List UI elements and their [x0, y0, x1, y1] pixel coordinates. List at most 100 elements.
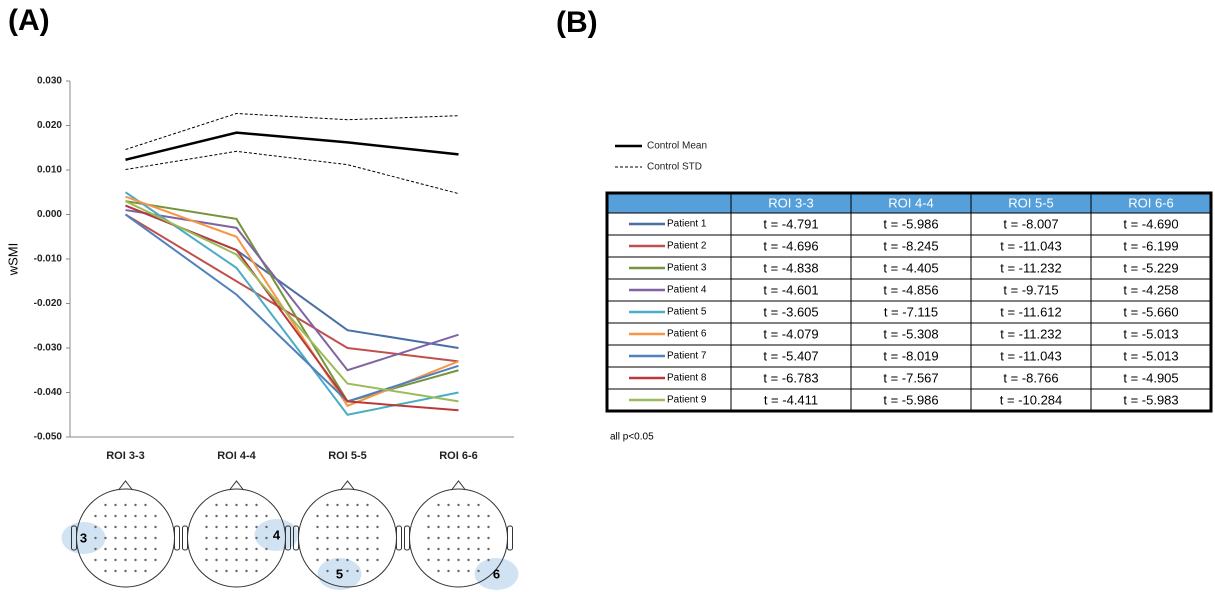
electrode: [366, 536, 369, 540]
electrode: [316, 514, 319, 518]
electrode: [255, 525, 258, 529]
table-cell: t = -4.905: [1123, 370, 1178, 385]
series-line: [125, 195, 459, 408]
electrode: [205, 558, 208, 562]
electrode: [265, 525, 268, 529]
electrode: [346, 514, 349, 518]
electrode: [94, 547, 97, 551]
y-tick-label: -0.050: [34, 432, 63, 443]
electrode: [346, 569, 349, 573]
electrode: [457, 503, 460, 507]
electrode: [427, 514, 430, 518]
electrode: [477, 514, 480, 518]
electrode: [356, 558, 359, 562]
electrode: [235, 558, 238, 562]
table-border: [605, 191, 1213, 413]
head-ear: [404, 525, 410, 551]
electrode: [467, 558, 470, 562]
roi-highlight: [474, 558, 519, 590]
roi-highlight: [317, 558, 362, 590]
series-line: [125, 150, 459, 195]
electrode: [154, 525, 157, 529]
electrode: [487, 547, 490, 551]
electrode: [336, 558, 339, 562]
electrode: [245, 536, 248, 540]
table-cell: t = -5.229: [1123, 260, 1178, 275]
electrode: [154, 558, 157, 562]
table-header: ROI 4-4: [888, 195, 934, 210]
electrode: [124, 569, 127, 573]
electrode: [447, 536, 450, 540]
electrode: [336, 503, 339, 507]
table-cell: t = -4.791: [763, 216, 818, 231]
electrode: [245, 525, 248, 529]
electrode: [346, 536, 349, 540]
legend-label: Control STD: [647, 162, 702, 173]
y-axis-label: wSMI: [5, 243, 20, 277]
electrode: [437, 503, 440, 507]
electrode: [437, 514, 440, 518]
electrode: [245, 558, 248, 562]
electrode: [114, 569, 117, 573]
electrode: [235, 503, 238, 507]
electrode: [104, 547, 107, 551]
electrode: [205, 547, 208, 551]
electrode: [144, 503, 147, 507]
electrode: [346, 547, 349, 551]
electrode: [437, 558, 440, 562]
table-cell: t = -8.019: [883, 348, 938, 363]
series-line: [125, 112, 459, 151]
electrode: [427, 547, 430, 551]
electrode: [114, 514, 117, 518]
electrode: [326, 558, 329, 562]
electrode: [124, 514, 127, 518]
electrode: [144, 569, 147, 573]
electrode: [447, 514, 450, 518]
electrode: [104, 558, 107, 562]
table-cell: t = -11.232: [1000, 326, 1062, 341]
y-tick-label: 0.010: [37, 165, 62, 176]
electrode: [366, 514, 369, 518]
table-cell: t = -5.986: [883, 216, 938, 231]
electrode: [215, 525, 218, 529]
head-ear: [396, 525, 402, 551]
electrode: [94, 536, 97, 540]
electrode: [134, 547, 137, 551]
electrode: [467, 569, 470, 573]
electrode: [316, 558, 319, 562]
table-cell: t = -9.715: [1003, 282, 1058, 297]
x-tick-label: ROI 6-6: [439, 450, 478, 462]
table-cell: t = -4.405: [883, 260, 938, 275]
electrode: [215, 569, 218, 573]
electrode: [144, 558, 147, 562]
electrode: [114, 547, 117, 551]
electrode: [245, 569, 248, 573]
head-nose: [451, 480, 466, 491]
table-cell: t = -5.986: [883, 392, 938, 407]
electrode: [326, 569, 329, 573]
y-tick-label: 0.000: [37, 209, 62, 220]
table-cell: t = -4.696: [763, 238, 818, 253]
electrode: [467, 514, 470, 518]
electrode: [376, 547, 379, 551]
table-cell: t = -4.856: [883, 282, 938, 297]
electrode: [437, 569, 440, 573]
electrode: [94, 514, 97, 518]
electrode: [225, 525, 228, 529]
electrode: [94, 525, 97, 529]
electrode: [457, 558, 460, 562]
electrode: [457, 547, 460, 551]
x-tick-label: ROI 3-3: [106, 450, 145, 462]
series-line: [125, 200, 459, 403]
electrode: [225, 514, 228, 518]
electrode: [457, 536, 460, 540]
y-tick-label: -0.040: [34, 387, 63, 398]
electrode: [336, 547, 339, 551]
electrode: [487, 514, 490, 518]
x-tick-label: ROI 4-4: [217, 450, 256, 462]
electrode: [376, 558, 379, 562]
table-cell: t = -11.043: [1000, 348, 1062, 363]
electrode: [447, 558, 450, 562]
y-tick-label: 0.020: [37, 120, 62, 131]
